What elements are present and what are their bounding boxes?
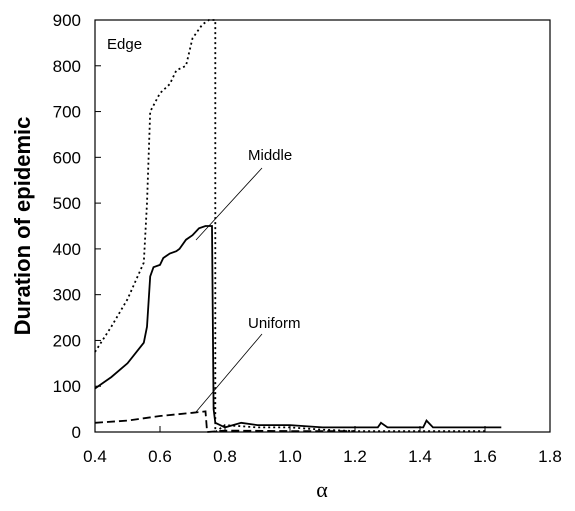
y-tick-label: 900 [53, 11, 81, 30]
y-tick-label: 200 [53, 331, 81, 350]
x-tick-label: 1.8 [538, 447, 562, 466]
x-tick-label: 1.6 [473, 447, 497, 466]
x-tick-label: 0.4 [83, 447, 107, 466]
x-tick-label: 1.0 [278, 447, 302, 466]
y-tick-label: 700 [53, 103, 81, 122]
y-tick-label: 100 [53, 377, 81, 396]
x-tick-label: 1.4 [408, 447, 432, 466]
series-line [94, 225, 502, 429]
annotation: Uniform [248, 315, 301, 332]
series-line [94, 19, 485, 434]
series-line [94, 410, 355, 433]
plot-frame [94, 19, 551, 433]
y-tick-label: 300 [53, 286, 81, 305]
x-axis-label: α [316, 477, 328, 502]
annotation: Edge [107, 36, 142, 53]
x-tick-label: 0.6 [148, 447, 172, 466]
x-tick-label: 1.2 [343, 447, 367, 466]
annotation-pointer [195, 167, 263, 241]
y-tick-label: 400 [53, 240, 81, 259]
annotation-pointer [195, 333, 263, 413]
y-axis-label: Duration of epidemic [10, 117, 35, 336]
y-tick-label: 500 [53, 194, 81, 213]
y-tick-label: 0 [72, 423, 81, 442]
x-tick-label: 0.8 [213, 447, 237, 466]
y-tick-label: 800 [53, 57, 81, 76]
y-tick-label: 600 [53, 148, 81, 167]
annotation: Middle [248, 147, 292, 164]
